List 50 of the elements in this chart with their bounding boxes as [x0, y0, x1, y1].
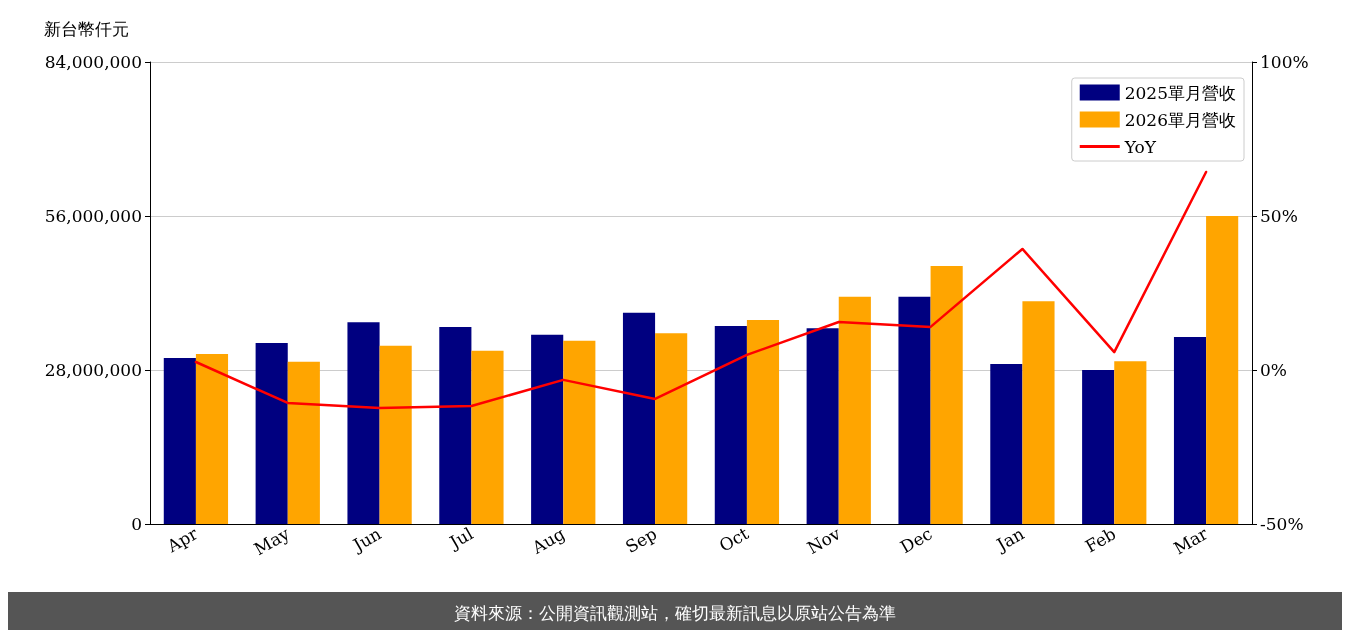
y-tick-label: 0 — [131, 514, 142, 534]
bar — [471, 350, 504, 524]
legend-label: 2026單月營收 — [1124, 109, 1236, 130]
x-tick-label: Apr — [162, 522, 202, 557]
bar — [898, 296, 931, 524]
legend-label: 2025單月營收 — [1124, 82, 1236, 103]
bar — [1173, 337, 1207, 524]
x-tick-label: Sep — [621, 523, 661, 557]
bar — [930, 266, 963, 524]
x-tick-label: Jul — [444, 523, 477, 554]
x-tick-label: May — [250, 523, 294, 560]
y2-tick-label: 0% — [1260, 360, 1287, 380]
bar — [1082, 370, 1115, 524]
bar — [379, 345, 412, 524]
y-tick-label: 28,000,000 — [44, 360, 142, 380]
legend-label: YoY — [1123, 136, 1157, 157]
y2-tick-label: -50% — [1260, 514, 1304, 534]
x-tick-label: Feb — [1081, 523, 1120, 557]
y2-tick-label: 100% — [1260, 52, 1309, 72]
bar — [806, 328, 839, 524]
bar — [163, 357, 196, 524]
x-tick-label: Mar — [1170, 522, 1212, 559]
bar — [563, 340, 596, 524]
bar — [347, 322, 380, 524]
bar — [990, 363, 1023, 524]
bar — [1206, 216, 1239, 524]
y2-tick-label: 50% — [1260, 206, 1298, 226]
x-tick-label: Jan — [991, 523, 1028, 556]
bar — [714, 326, 747, 524]
bar — [531, 334, 564, 524]
bar — [838, 296, 871, 524]
bar — [655, 333, 688, 524]
x-tick-label: Nov — [803, 523, 845, 558]
line-series — [194, 170, 1208, 410]
x-tick-label: Jun — [348, 523, 385, 556]
y-tick-label: 56,000,000 — [44, 206, 142, 226]
x-tick-label: Dec — [896, 523, 936, 558]
x-tick-label: Oct — [715, 523, 753, 556]
bar — [287, 361, 320, 524]
source-note: 資料來源：公開資訊觀測站，確切最新訊息以原站公告為準 — [454, 602, 896, 623]
bar — [746, 319, 780, 524]
bar — [1114, 361, 1147, 524]
bar — [439, 327, 472, 524]
y-tick-label: 84,000,000 — [44, 52, 142, 72]
y-axis-title: 新台幣仟元 — [44, 18, 129, 39]
bar — [195, 354, 229, 524]
bar — [255, 343, 288, 524]
bar — [622, 312, 656, 524]
bar — [1022, 301, 1055, 524]
x-tick-label: Aug — [527, 523, 569, 559]
